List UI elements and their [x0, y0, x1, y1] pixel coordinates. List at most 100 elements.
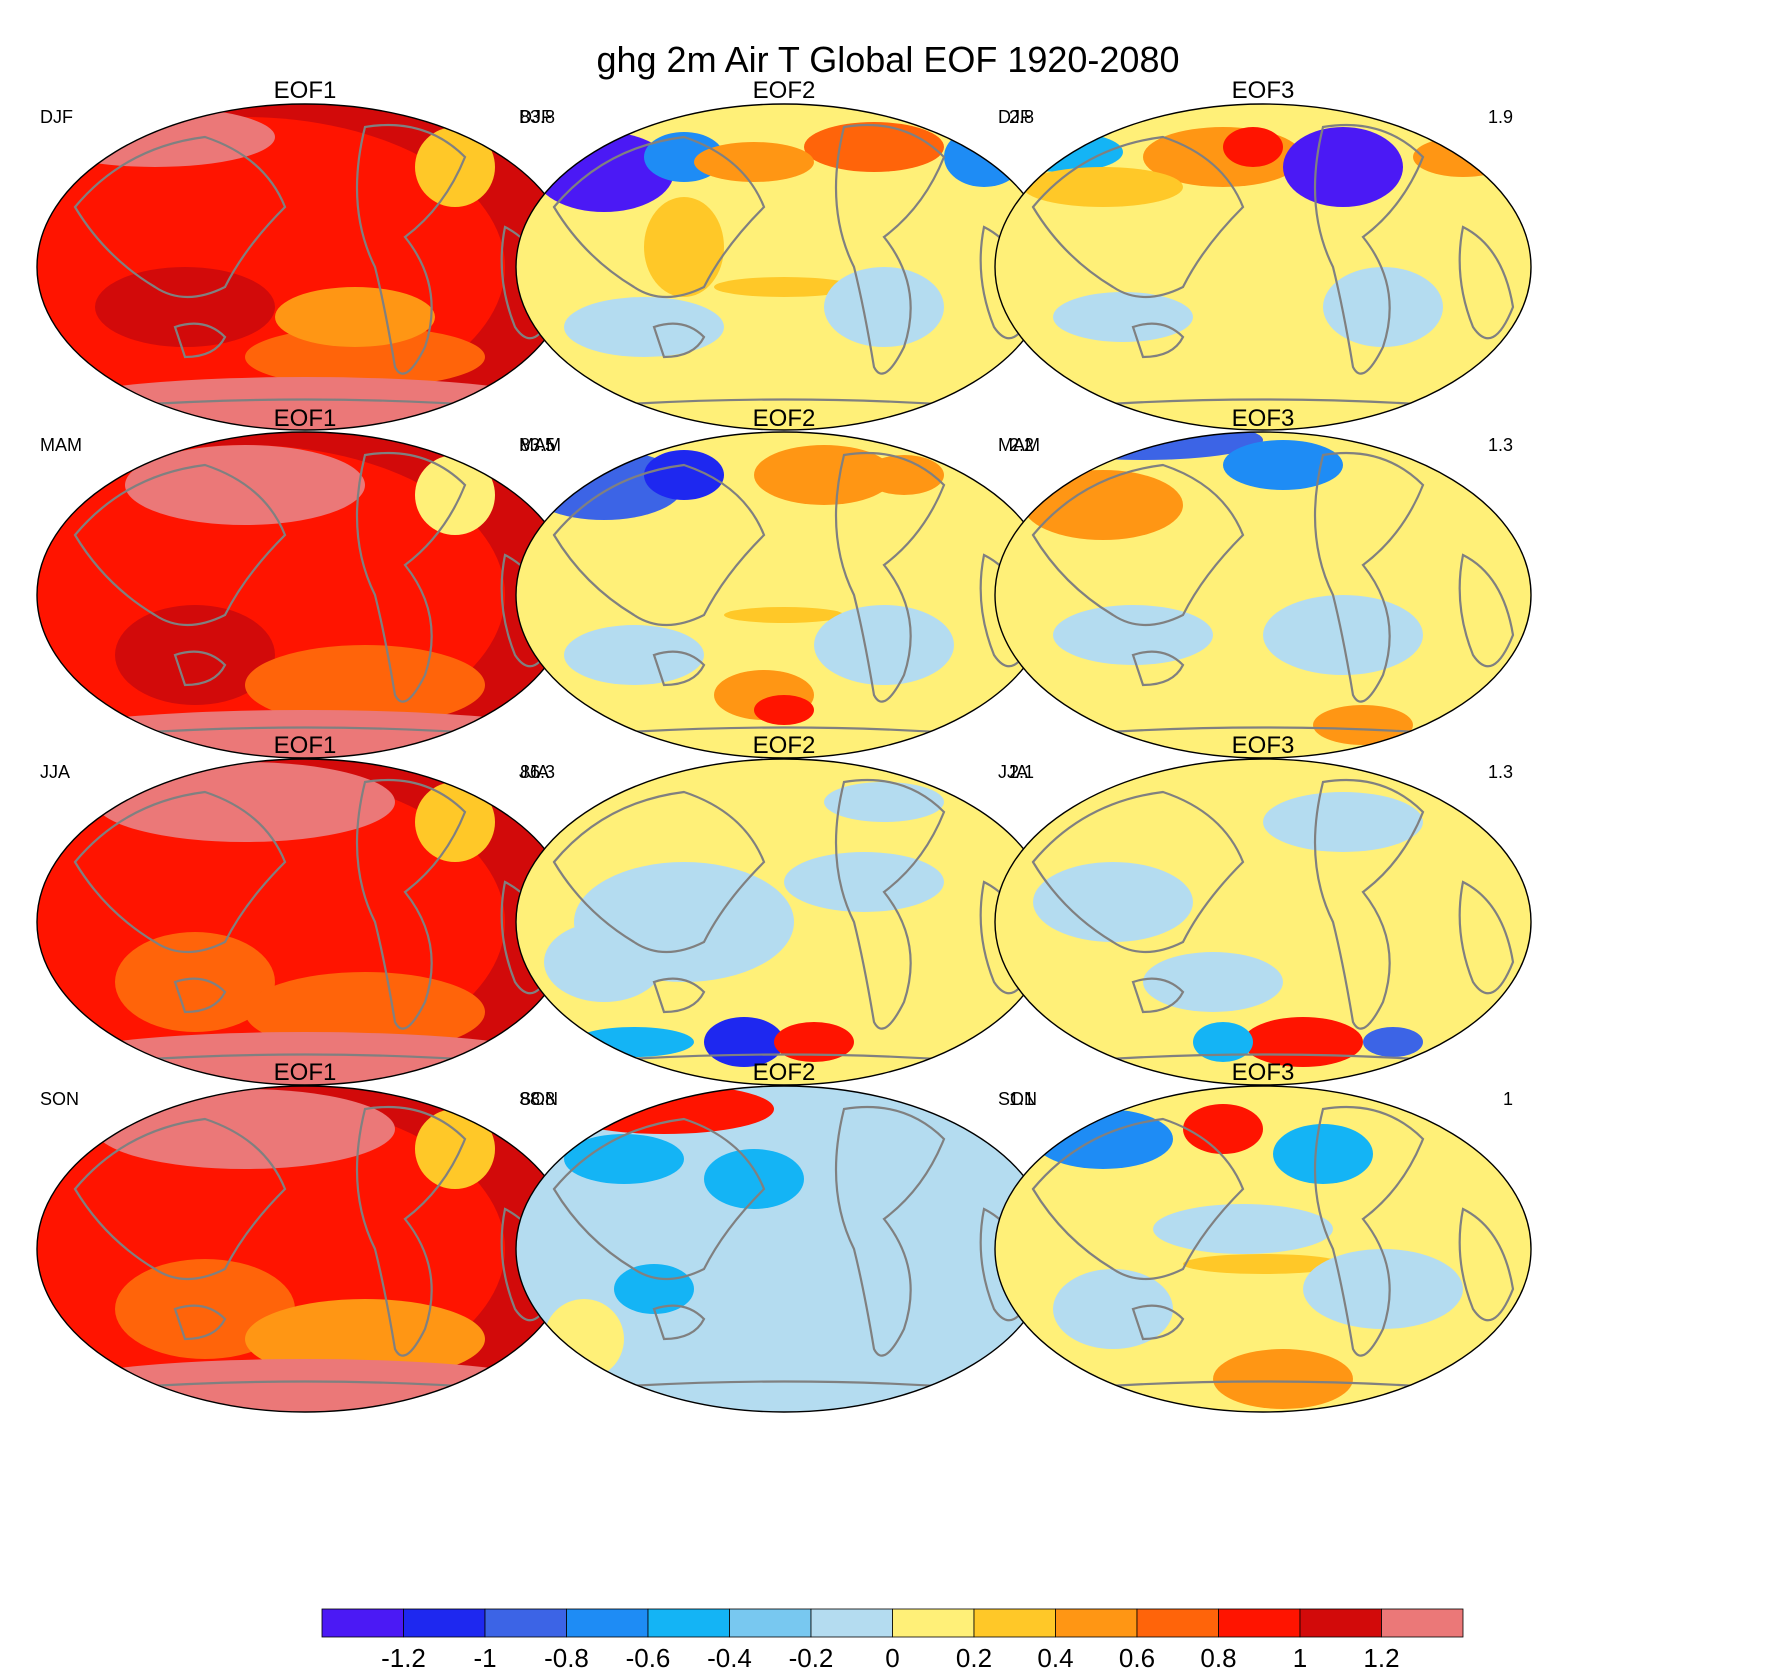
coastline	[73, 778, 557, 1064]
colorbar-tick-label: -1	[473, 1643, 496, 1671]
map-panel: EOF3 JJA 1.3	[994, 732, 1532, 1086]
field-contour	[1223, 127, 1283, 167]
panel-season-label: JJA	[998, 762, 1028, 782]
field-contour	[1143, 952, 1283, 1012]
panel-season-label: JJA	[40, 762, 70, 782]
field-contour	[564, 625, 704, 685]
field-contour	[1023, 167, 1183, 207]
panel-season-label: DJF	[40, 107, 73, 127]
colorbar-tick-label: 1	[1293, 1643, 1307, 1671]
colorbar-swatch	[892, 1608, 975, 1638]
map-field	[995, 759, 1531, 1085]
coastline	[1031, 1105, 1515, 1391]
field-contour	[824, 782, 944, 822]
colorbar-tick-label: -0.8	[544, 1643, 589, 1671]
colorbar-tick-label: -0.2	[789, 1643, 834, 1671]
map-panel: EOF3 DJF 1.9	[994, 77, 1532, 431]
field-contour	[1363, 1027, 1423, 1057]
field-contour	[1053, 1269, 1173, 1349]
field-contour	[1283, 127, 1403, 207]
colorbar-tick-label: -1.2	[381, 1643, 426, 1671]
map-field	[995, 1086, 1531, 1412]
panel-season-label: DJF	[998, 107, 1031, 127]
map-panel: EOF1 JJA 86.3	[36, 732, 574, 1086]
colorbar-swatch	[1136, 1608, 1219, 1638]
field-contour	[824, 267, 944, 347]
panel-variance-label: 2.1	[1009, 762, 1034, 782]
panel-mode-label: EOF1	[274, 1059, 337, 1086]
map-field	[995, 104, 1531, 430]
field-contour	[574, 1027, 694, 1057]
field-contour	[1033, 862, 1193, 942]
field-contour	[95, 267, 275, 347]
field-contour	[415, 782, 495, 862]
field-contour	[1323, 267, 1443, 347]
field-contour	[704, 1149, 804, 1209]
panel-variance-label: 1	[1503, 1089, 1513, 1109]
colorbar-swatch	[403, 1608, 486, 1638]
panel-variance-label: 1.3	[1488, 762, 1513, 782]
colorbar-tick-label: 0	[885, 1643, 899, 1671]
colorbar-swatch	[729, 1608, 812, 1638]
panel-mode-label: EOF1	[274, 405, 337, 432]
map-panel: EOF3 MAM 1.3	[994, 405, 1532, 759]
field-contour	[95, 762, 395, 842]
field-contour	[115, 932, 275, 1032]
field-contour	[944, 127, 1024, 187]
coastline	[1031, 778, 1515, 1064]
field-contour	[644, 197, 724, 297]
field-contour	[115, 605, 275, 705]
colorbar-swatch	[1055, 1608, 1138, 1638]
field-contour	[804, 122, 944, 172]
panel-variance-label: 2.2	[1009, 435, 1034, 455]
panel-variance-label: 83.5	[520, 435, 555, 455]
field-contour	[864, 455, 944, 495]
colorbar-tick-label: -0.6	[626, 1643, 671, 1671]
field-contour	[415, 455, 495, 535]
colorbar-swatch	[484, 1608, 567, 1638]
field-contour	[1153, 1204, 1333, 1254]
field-contour	[564, 1134, 684, 1184]
field-contour	[275, 287, 435, 347]
map-panel: EOF3 SON 1	[994, 1059, 1532, 1413]
panel-mode-label: EOF1	[274, 732, 337, 759]
panel-variance-label: 1.9	[1488, 107, 1513, 127]
field-contour	[754, 445, 894, 505]
coastline	[552, 123, 1036, 409]
colorbar-tick-label: 0.8	[1200, 1643, 1236, 1671]
colorbar-swatch	[810, 1608, 893, 1638]
coastline	[1031, 451, 1515, 737]
map-field	[995, 432, 1531, 758]
field-contour	[554, 1086, 774, 1134]
panel-season-label: SON	[40, 1089, 79, 1109]
field-contour	[245, 645, 485, 725]
field-contour	[1413, 137, 1513, 177]
panel-variance-label: 2.8	[1009, 107, 1034, 127]
colorbar-tick-label: 1.2	[1363, 1643, 1399, 1671]
coastline	[552, 451, 1036, 737]
field-contour	[415, 1109, 495, 1189]
panel-variance-label: 86.3	[520, 762, 555, 782]
colorbar-swatch	[566, 1608, 649, 1638]
panel-season-label: DJF	[519, 107, 552, 127]
panel-mode-label: EOF3	[1232, 77, 1295, 104]
colorbar-swatch	[973, 1608, 1056, 1638]
field-contour	[724, 607, 844, 623]
panel-variance-label: 1.3	[1488, 435, 1513, 455]
map-field	[37, 432, 573, 758]
field-contour	[1303, 1249, 1463, 1329]
panel-mode-label: EOF2	[753, 77, 816, 104]
coastline	[73, 451, 557, 737]
panel-variance-label: 88.8	[520, 1089, 555, 1109]
field-contour	[694, 142, 814, 182]
field-contour	[544, 1299, 624, 1379]
field-contour	[1183, 1104, 1263, 1154]
colorbar-swatch	[647, 1608, 730, 1638]
field-contour	[1023, 470, 1183, 540]
field-contour	[1213, 1349, 1353, 1409]
coastline	[1031, 123, 1515, 409]
field-contour	[1193, 1022, 1253, 1062]
field-contour	[516, 1086, 1052, 1412]
